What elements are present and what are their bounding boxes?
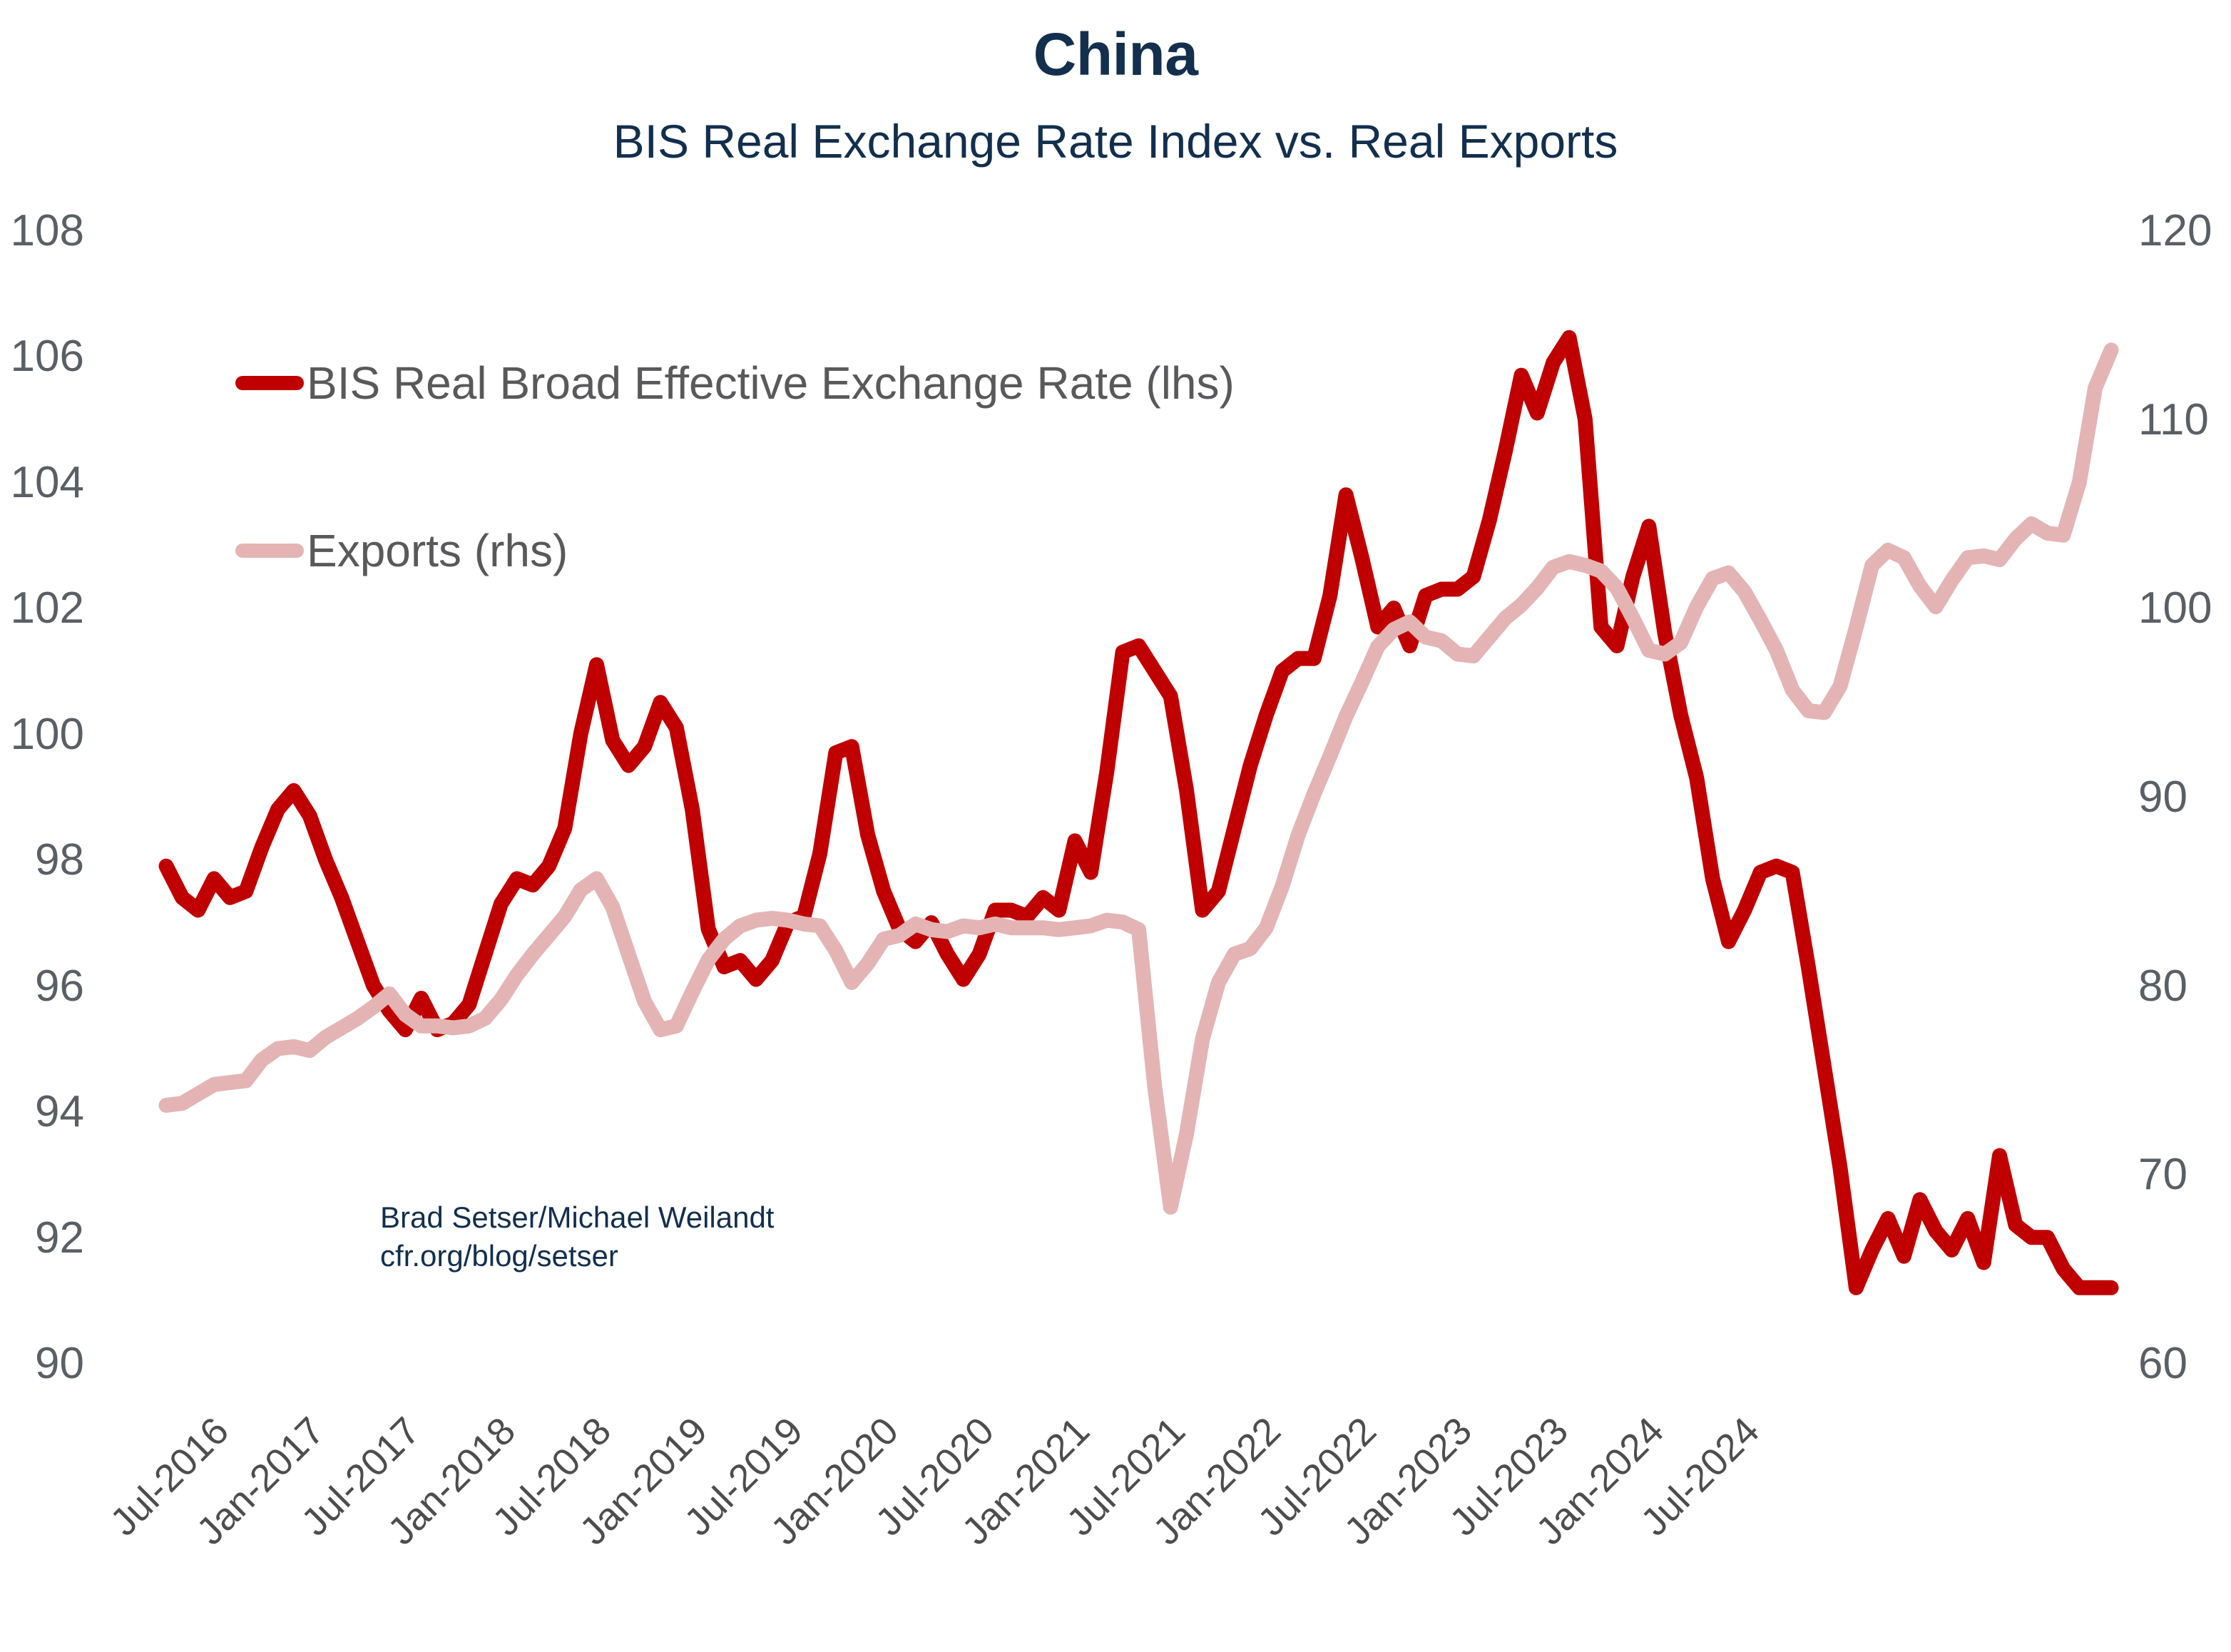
y-axis-right-tick: 120 — [2138, 206, 2212, 255]
legend-label-reer: BIS Real Broad Effective Exchange Rate (… — [307, 357, 1235, 409]
credit-attribution: Brad Setser/Michael Weilandt cfr.org/blo… — [380, 1200, 775, 1273]
y-axis-left-tick: 94 — [35, 1087, 84, 1137]
y-axis-right-tick: 80 — [2138, 961, 2187, 1011]
legend-item-exports: Exports (rhs) — [235, 524, 568, 577]
series-layer — [158, 330, 2119, 1295]
y-axis-left-tick: 104 — [10, 457, 84, 507]
page-title: China — [1033, 21, 1198, 88]
y-axis-left-tick: 106 — [10, 332, 84, 382]
legend-label-exports: Exports (rhs) — [307, 525, 568, 576]
series-line-exports — [158, 342, 2119, 1215]
y-axis-right-tick: 110 — [2138, 394, 2209, 444]
chart-subtitle: BIS Real Exchange Rate Index vs. Real Ex… — [613, 115, 1618, 168]
y-axis-left-tick: 102 — [10, 583, 84, 633]
legend-swatch-reer — [235, 376, 304, 390]
y-axis-left-tick: 96 — [35, 961, 84, 1011]
y-axis-right-tick: 90 — [2138, 773, 2187, 822]
series-line-reer — [158, 330, 2119, 1295]
y-axis-right-tick: 60 — [2138, 1339, 2187, 1388]
y-axis-left-tick: 108 — [10, 206, 84, 255]
y-axis-right-tick: 100 — [2138, 583, 2212, 633]
legend-item-reer: BIS Real Broad Effective Exchange Rate (… — [235, 357, 1235, 409]
legend-swatch-exports — [235, 544, 304, 558]
y-axis-left-tick: 98 — [35, 835, 84, 885]
y-axis-right-tick: 70 — [2138, 1150, 2187, 1200]
y-axis-left-tick: 90 — [35, 1339, 84, 1388]
y-axis-left-tick: 100 — [10, 709, 84, 759]
y-axis-left-tick: 92 — [35, 1213, 84, 1263]
